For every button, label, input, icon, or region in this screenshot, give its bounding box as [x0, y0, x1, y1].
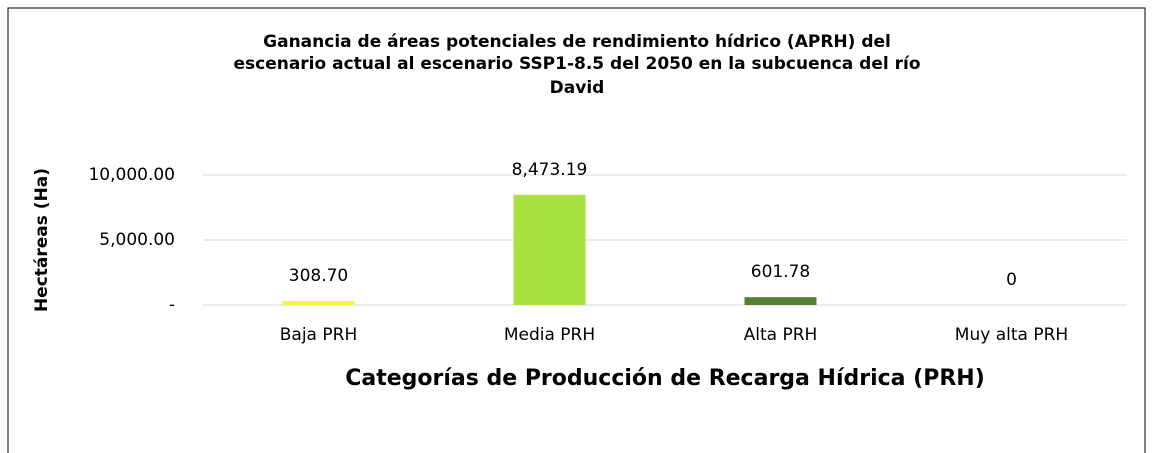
x-axis-title: Categorías de Producción de Recarga Hídr…	[345, 366, 985, 391]
y-tick-label: -	[169, 295, 175, 315]
x-tick-label: Baja PRH	[280, 325, 357, 345]
data-label: 0	[1006, 270, 1017, 290]
chart-title: Ganancia de áreas potenciales de rendimi…	[263, 32, 891, 52]
x-tick-label: Alta PRH	[744, 325, 818, 345]
data-label: 8,473.19	[512, 160, 588, 180]
chart-title: escenario actual al escenario SSP1-8.5 d…	[233, 54, 920, 74]
chart-title: David	[550, 78, 605, 98]
data-label: 601.78	[751, 262, 810, 282]
bar	[744, 297, 817, 305]
y-tick-label: 5,000.00	[99, 230, 175, 250]
y-tick-label: 10,000.00	[88, 165, 175, 185]
data-label: 308.70	[289, 266, 348, 286]
x-tick-label: Media PRH	[504, 325, 595, 345]
chart-border	[7, 7, 1146, 453]
bar	[513, 194, 586, 305]
y-axis-title: Hectáreas (Ha)	[32, 168, 52, 312]
x-tick-label: Muy alta PRH	[955, 325, 1068, 345]
bar	[282, 300, 355, 305]
